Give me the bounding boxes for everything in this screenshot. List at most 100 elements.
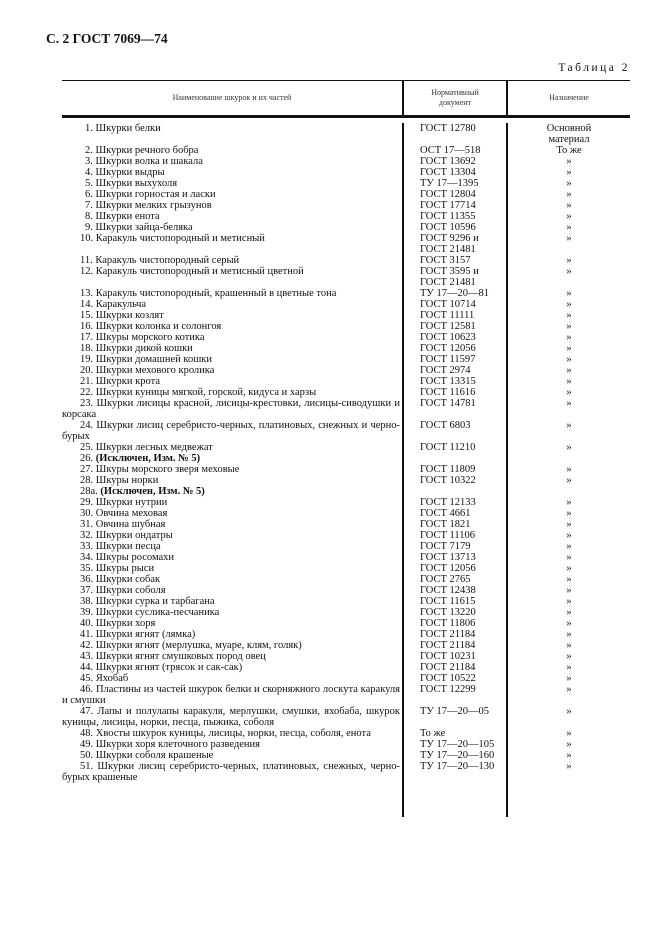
row-number: 10. bbox=[80, 233, 94, 244]
row-name: 18. Шкурки дикой кошки bbox=[62, 343, 402, 354]
row-name: 32. Шкурки ондатры bbox=[62, 530, 402, 541]
table-row: 35. Шкуры рыси ГОСТ 12056» bbox=[62, 563, 630, 574]
row-number: 22. bbox=[80, 387, 94, 398]
row-text: Шкуры морского котика bbox=[95, 332, 205, 343]
row-purpose: » bbox=[566, 200, 572, 211]
row-purpose: » bbox=[566, 519, 572, 530]
row-number: 12. bbox=[80, 266, 94, 277]
row-name: 31. Овчина шубная bbox=[62, 519, 402, 530]
row-number: 27. bbox=[80, 464, 94, 475]
row-number: 2. bbox=[85, 145, 93, 156]
row-number: 47. bbox=[80, 706, 94, 717]
row-text: Шкурки зайца-беляка bbox=[95, 222, 193, 233]
row-number: 39. bbox=[80, 607, 94, 618]
row-name: 41. Шкурки ягнят (лямка) bbox=[62, 629, 402, 640]
row-purpose: » bbox=[566, 387, 572, 398]
row-text: (Исключен, Изм. № 5) bbox=[95, 453, 201, 464]
row-purpose: » bbox=[566, 673, 572, 684]
row-name: 21. Шкурки крота bbox=[62, 376, 402, 387]
row-text: (Исключен, Изм. № 5) bbox=[100, 486, 205, 497]
row-number: 25. bbox=[80, 442, 94, 453]
row-number: 32. bbox=[80, 530, 94, 541]
row-purpose: » bbox=[566, 662, 572, 673]
table-row: 36. Шкурки собак ГОСТ 2765» bbox=[62, 574, 630, 585]
row-number: 51. bbox=[80, 761, 94, 772]
row-text: Шкурки мехового кролика bbox=[95, 365, 215, 376]
row-number: 35. bbox=[80, 563, 94, 574]
row-purpose: » bbox=[566, 156, 572, 167]
row-name: 40. Шкурки хоря bbox=[62, 618, 402, 629]
table-row: 8. Шкурки енота ГОСТ 11355» bbox=[62, 211, 630, 222]
row-text: Каракуль чистопородный серый bbox=[95, 255, 240, 266]
row-name: 2. Шкурки речного бобра bbox=[62, 145, 402, 156]
row-purpose: » bbox=[566, 552, 572, 563]
row-number: 29. bbox=[80, 497, 94, 508]
row-document bbox=[402, 486, 508, 497]
table-row: 9. Шкурки зайца-беляка ГОСТ 10596» bbox=[62, 222, 630, 233]
table-row: 4. Шкурки выдры ГОСТ 13304 » bbox=[62, 167, 630, 178]
row-number: 44. bbox=[80, 662, 94, 673]
row-text: Шкуры норки bbox=[95, 475, 159, 486]
row-number: 28. bbox=[80, 475, 94, 486]
row-document: ГОСТ 12581 bbox=[402, 321, 508, 332]
row-purpose: » bbox=[566, 728, 572, 739]
row-text: Шкуры росомахи bbox=[95, 552, 175, 563]
row-name: 4. Шкурки выдры bbox=[62, 167, 402, 178]
row-text: Шкуры морского зверя меховые bbox=[95, 464, 240, 475]
row-document: ГОСТ 6803 bbox=[402, 420, 508, 442]
table-row: 25. Шкурки лесных медвежат ГОСТ 11210» bbox=[62, 442, 630, 453]
row-name: 25. Шкурки лесных медвежат bbox=[62, 442, 402, 453]
table-row: 45. Яхобаб ГОСТ 10522» bbox=[62, 673, 630, 684]
row-name: 5. Шкурки выхухоля bbox=[62, 178, 402, 189]
row-number: 18. bbox=[80, 343, 94, 354]
row-purpose: » bbox=[566, 684, 572, 695]
row-name: 14. Каракульча bbox=[62, 299, 402, 310]
table-row: 22. Шкурки куницы мягкой, горской, кидус… bbox=[62, 387, 630, 398]
row-number: 1. bbox=[85, 123, 93, 134]
row-name: 15. Шкурки козлят bbox=[62, 310, 402, 321]
row-name: 28а. (Исключен, Изм. № 5) bbox=[62, 486, 402, 497]
row-document: ГОСТ 11806 bbox=[402, 618, 508, 629]
table-row: 7. Шкурки мелких грызунов ГОСТ 17714 » bbox=[62, 200, 630, 211]
row-purpose: » bbox=[566, 508, 572, 519]
row-document: ГОСТ 10714 bbox=[402, 299, 508, 310]
table-row: 1. Шкурки белки ГОСТ 12780 Основной матери… bbox=[62, 123, 630, 145]
row-text: Шкурки мелких грызунов bbox=[95, 200, 212, 211]
table-caption: Таблица 2 bbox=[558, 62, 630, 74]
row-document: ГОСТ 3157 bbox=[402, 255, 508, 266]
row-document: ГОСТ 7179 bbox=[402, 541, 508, 552]
row-document: ГОСТ 17714 bbox=[402, 200, 508, 211]
row-document: ГОСТ 10522 bbox=[402, 673, 508, 684]
table-row: 32. Шкурки ондатры ГОСТ 11106» bbox=[62, 530, 630, 541]
row-number: 23. bbox=[80, 398, 94, 409]
row-name: 44. Шкурки ягнят (трясок и сак-сак) bbox=[62, 662, 402, 673]
row-number: 49. bbox=[80, 739, 94, 750]
row-text: Шкурки ягнят смушковых пород овец bbox=[95, 651, 266, 662]
row-text: Шкурки дикой кошки bbox=[95, 343, 193, 354]
row-name: 37. Шкурки соболя bbox=[62, 585, 402, 596]
table-row: 28а. (Исключен, Изм. № 5) bbox=[62, 486, 630, 497]
row-purpose: » bbox=[566, 629, 572, 640]
row-document: ГОСТ 13304 bbox=[402, 167, 508, 178]
row-number: 34. bbox=[80, 552, 94, 563]
row-text: Шкурки колонка и солонгоя bbox=[95, 321, 222, 332]
table-tail bbox=[62, 783, 630, 817]
row-number: 30. bbox=[80, 508, 94, 519]
table-row: 29. Шкурки нутрии ГОСТ 12133» bbox=[62, 497, 630, 508]
row-document: ГОСТ 14781 bbox=[402, 398, 508, 420]
row-purpose: » bbox=[566, 354, 572, 365]
row-number: 43. bbox=[80, 651, 94, 662]
column-header-name: Наименование шкурок и их частей bbox=[172, 93, 292, 102]
row-name: 39. Шкурки суслика-песчаника bbox=[62, 607, 402, 618]
table-row: 21. Шкурки крота ГОСТ 13315» bbox=[62, 376, 630, 387]
row-name: 35. Шкуры рыси bbox=[62, 563, 402, 574]
table-row: 51. Шкурки лисиц серебристо-черных, плат… bbox=[62, 761, 630, 783]
row-text: Овчина шубная bbox=[95, 519, 166, 530]
row-name: 7. Шкурки мелких грызунов bbox=[62, 200, 402, 211]
row-purpose bbox=[508, 486, 630, 497]
row-document: ГОСТ 10596 bbox=[402, 222, 508, 233]
row-purpose: » bbox=[566, 167, 572, 178]
row-name: 42. Шкурки ягнят (мерлушка, муаре, клям,… bbox=[62, 640, 402, 651]
row-purpose: » bbox=[566, 398, 572, 409]
row-number: 11. bbox=[80, 255, 93, 266]
